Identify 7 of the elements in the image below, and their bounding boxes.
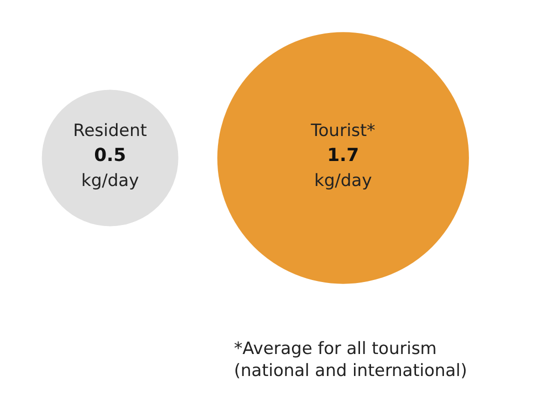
text: *Average for all tourism (national and international) [234,338,468,382]
category-label: Tourist* [310,121,376,141]
data-label: 1.7 [327,145,360,166]
data-label: 0.5 [94,145,126,166]
text: kg/day [314,171,372,191]
text: kg/day [81,171,139,191]
category-label: Resident [73,121,148,141]
